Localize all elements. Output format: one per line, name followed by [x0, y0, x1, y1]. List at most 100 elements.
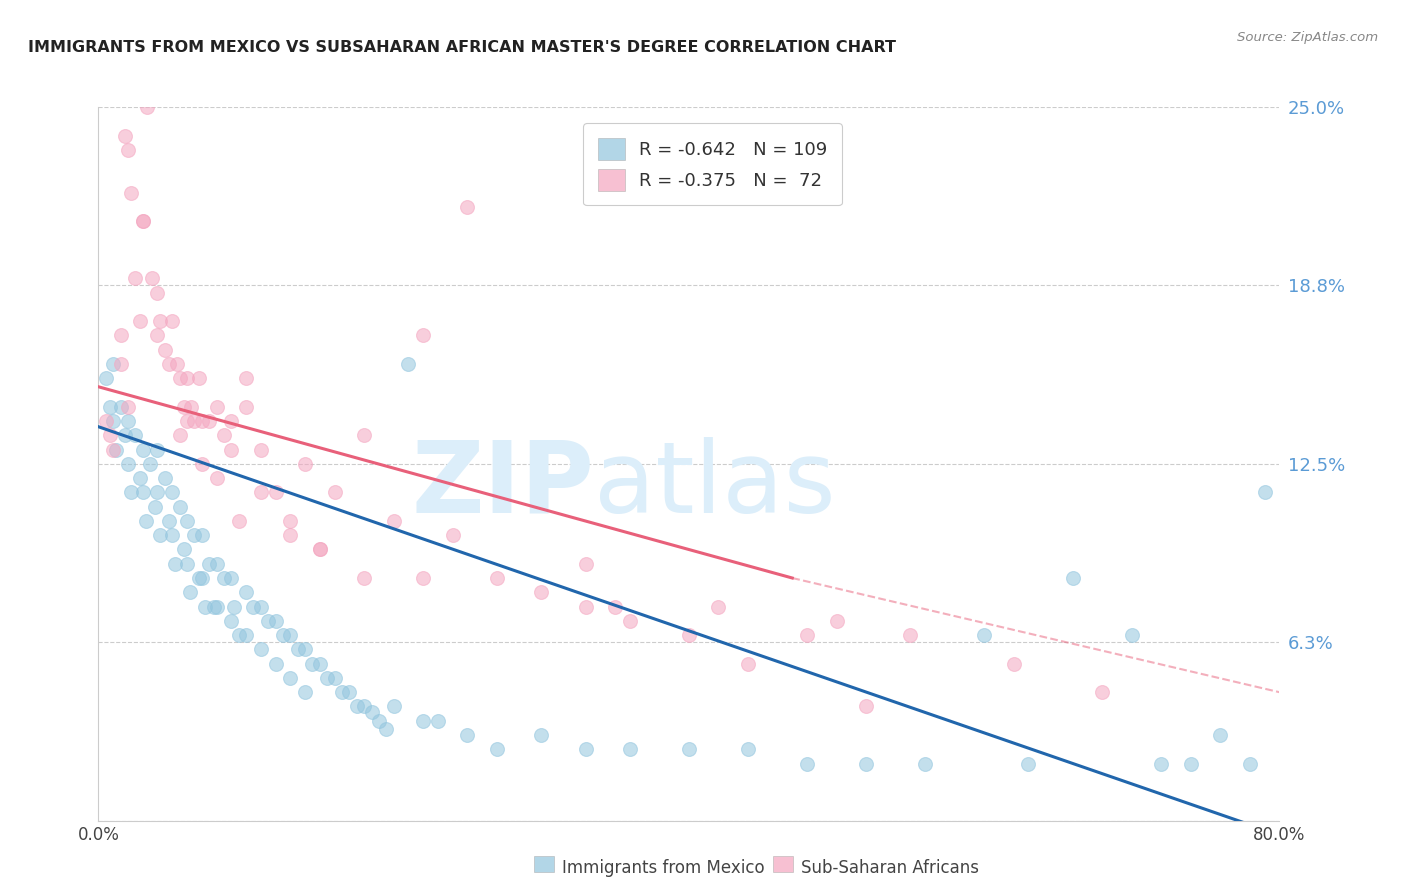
- Point: [1018, 756, 1040, 771]
- Point: [224, 599, 246, 614]
- Point: [1209, 728, 1232, 742]
- Point: [235, 628, 257, 642]
- Point: [124, 428, 146, 442]
- Text: atlas: atlas: [595, 437, 837, 533]
- Point: [149, 314, 172, 328]
- Point: [173, 400, 195, 414]
- Point: [605, 599, 627, 614]
- Point: [575, 599, 598, 614]
- Point: [280, 628, 302, 642]
- Point: [250, 599, 273, 614]
- Point: [737, 657, 759, 671]
- Point: [105, 442, 128, 457]
- Point: [205, 471, 228, 485]
- Point: [530, 585, 553, 599]
- Point: [271, 628, 294, 642]
- Point: [1062, 571, 1084, 585]
- Point: [128, 314, 150, 328]
- Point: [162, 314, 183, 328]
- Point: [205, 599, 228, 614]
- Point: [796, 756, 818, 771]
- Text: Immigrants from Mexico: Immigrants from Mexico: [562, 859, 765, 877]
- Point: [900, 628, 922, 642]
- Point: [117, 414, 139, 428]
- Point: [973, 628, 995, 642]
- Point: [120, 186, 142, 200]
- Point: [103, 414, 125, 428]
- Point: [294, 685, 316, 699]
- Point: [191, 457, 214, 471]
- Point: [146, 328, 169, 343]
- Point: [176, 557, 198, 571]
- Point: [117, 143, 139, 157]
- Point: [103, 357, 125, 371]
- Point: [153, 471, 176, 485]
- Point: [1002, 657, 1025, 671]
- Point: [316, 671, 339, 685]
- Point: [139, 457, 162, 471]
- Point: [162, 528, 183, 542]
- Point: [169, 371, 191, 385]
- Point: [124, 271, 146, 285]
- Point: [530, 728, 553, 742]
- Point: [221, 614, 243, 628]
- Point: [301, 657, 323, 671]
- Point: [264, 614, 287, 628]
- Point: [198, 414, 221, 428]
- Point: [250, 485, 273, 500]
- Point: [412, 328, 434, 343]
- Text: IMMIGRANTS FROM MEXICO VS SUBSAHARAN AFRICAN MASTER'S DEGREE CORRELATION CHART: IMMIGRANTS FROM MEXICO VS SUBSAHARAN AFR…: [28, 40, 896, 55]
- Point: [117, 400, 139, 414]
- Point: [169, 500, 191, 514]
- Point: [212, 571, 235, 585]
- Point: [346, 699, 368, 714]
- Point: [382, 514, 405, 528]
- Point: [441, 528, 464, 542]
- Point: [457, 200, 479, 214]
- Point: [143, 500, 166, 514]
- Point: [194, 599, 217, 614]
- Point: [264, 657, 287, 671]
- Point: [132, 214, 155, 228]
- Point: [427, 714, 450, 728]
- Point: [187, 571, 209, 585]
- Point: [187, 371, 209, 385]
- Point: [221, 571, 243, 585]
- Point: [176, 514, 198, 528]
- Point: [94, 371, 117, 385]
- Point: [191, 414, 214, 428]
- Point: [166, 357, 188, 371]
- Point: [202, 599, 225, 614]
- Point: [132, 442, 155, 457]
- Point: [619, 742, 641, 756]
- Point: [796, 628, 818, 642]
- Point: [309, 657, 332, 671]
- Point: [486, 571, 509, 585]
- Point: [176, 414, 198, 428]
- Point: [855, 756, 877, 771]
- Point: [198, 557, 221, 571]
- Point: [235, 585, 257, 599]
- Point: [323, 671, 346, 685]
- Point: [146, 485, 169, 500]
- Point: [398, 357, 420, 371]
- Point: [280, 528, 302, 542]
- Point: [110, 400, 132, 414]
- Point: [457, 728, 479, 742]
- Point: [1091, 685, 1114, 699]
- Point: [110, 357, 132, 371]
- Point: [205, 400, 228, 414]
- Point: [294, 642, 316, 657]
- Point: [250, 442, 273, 457]
- Point: [353, 699, 375, 714]
- Point: [353, 428, 375, 442]
- Point: [235, 371, 257, 385]
- Point: [1239, 756, 1261, 771]
- Point: [103, 442, 125, 457]
- Point: [678, 742, 700, 756]
- Point: [486, 742, 509, 756]
- Point: [737, 742, 759, 756]
- Text: ZIP: ZIP: [412, 437, 595, 533]
- Point: [1121, 628, 1143, 642]
- Point: [382, 699, 405, 714]
